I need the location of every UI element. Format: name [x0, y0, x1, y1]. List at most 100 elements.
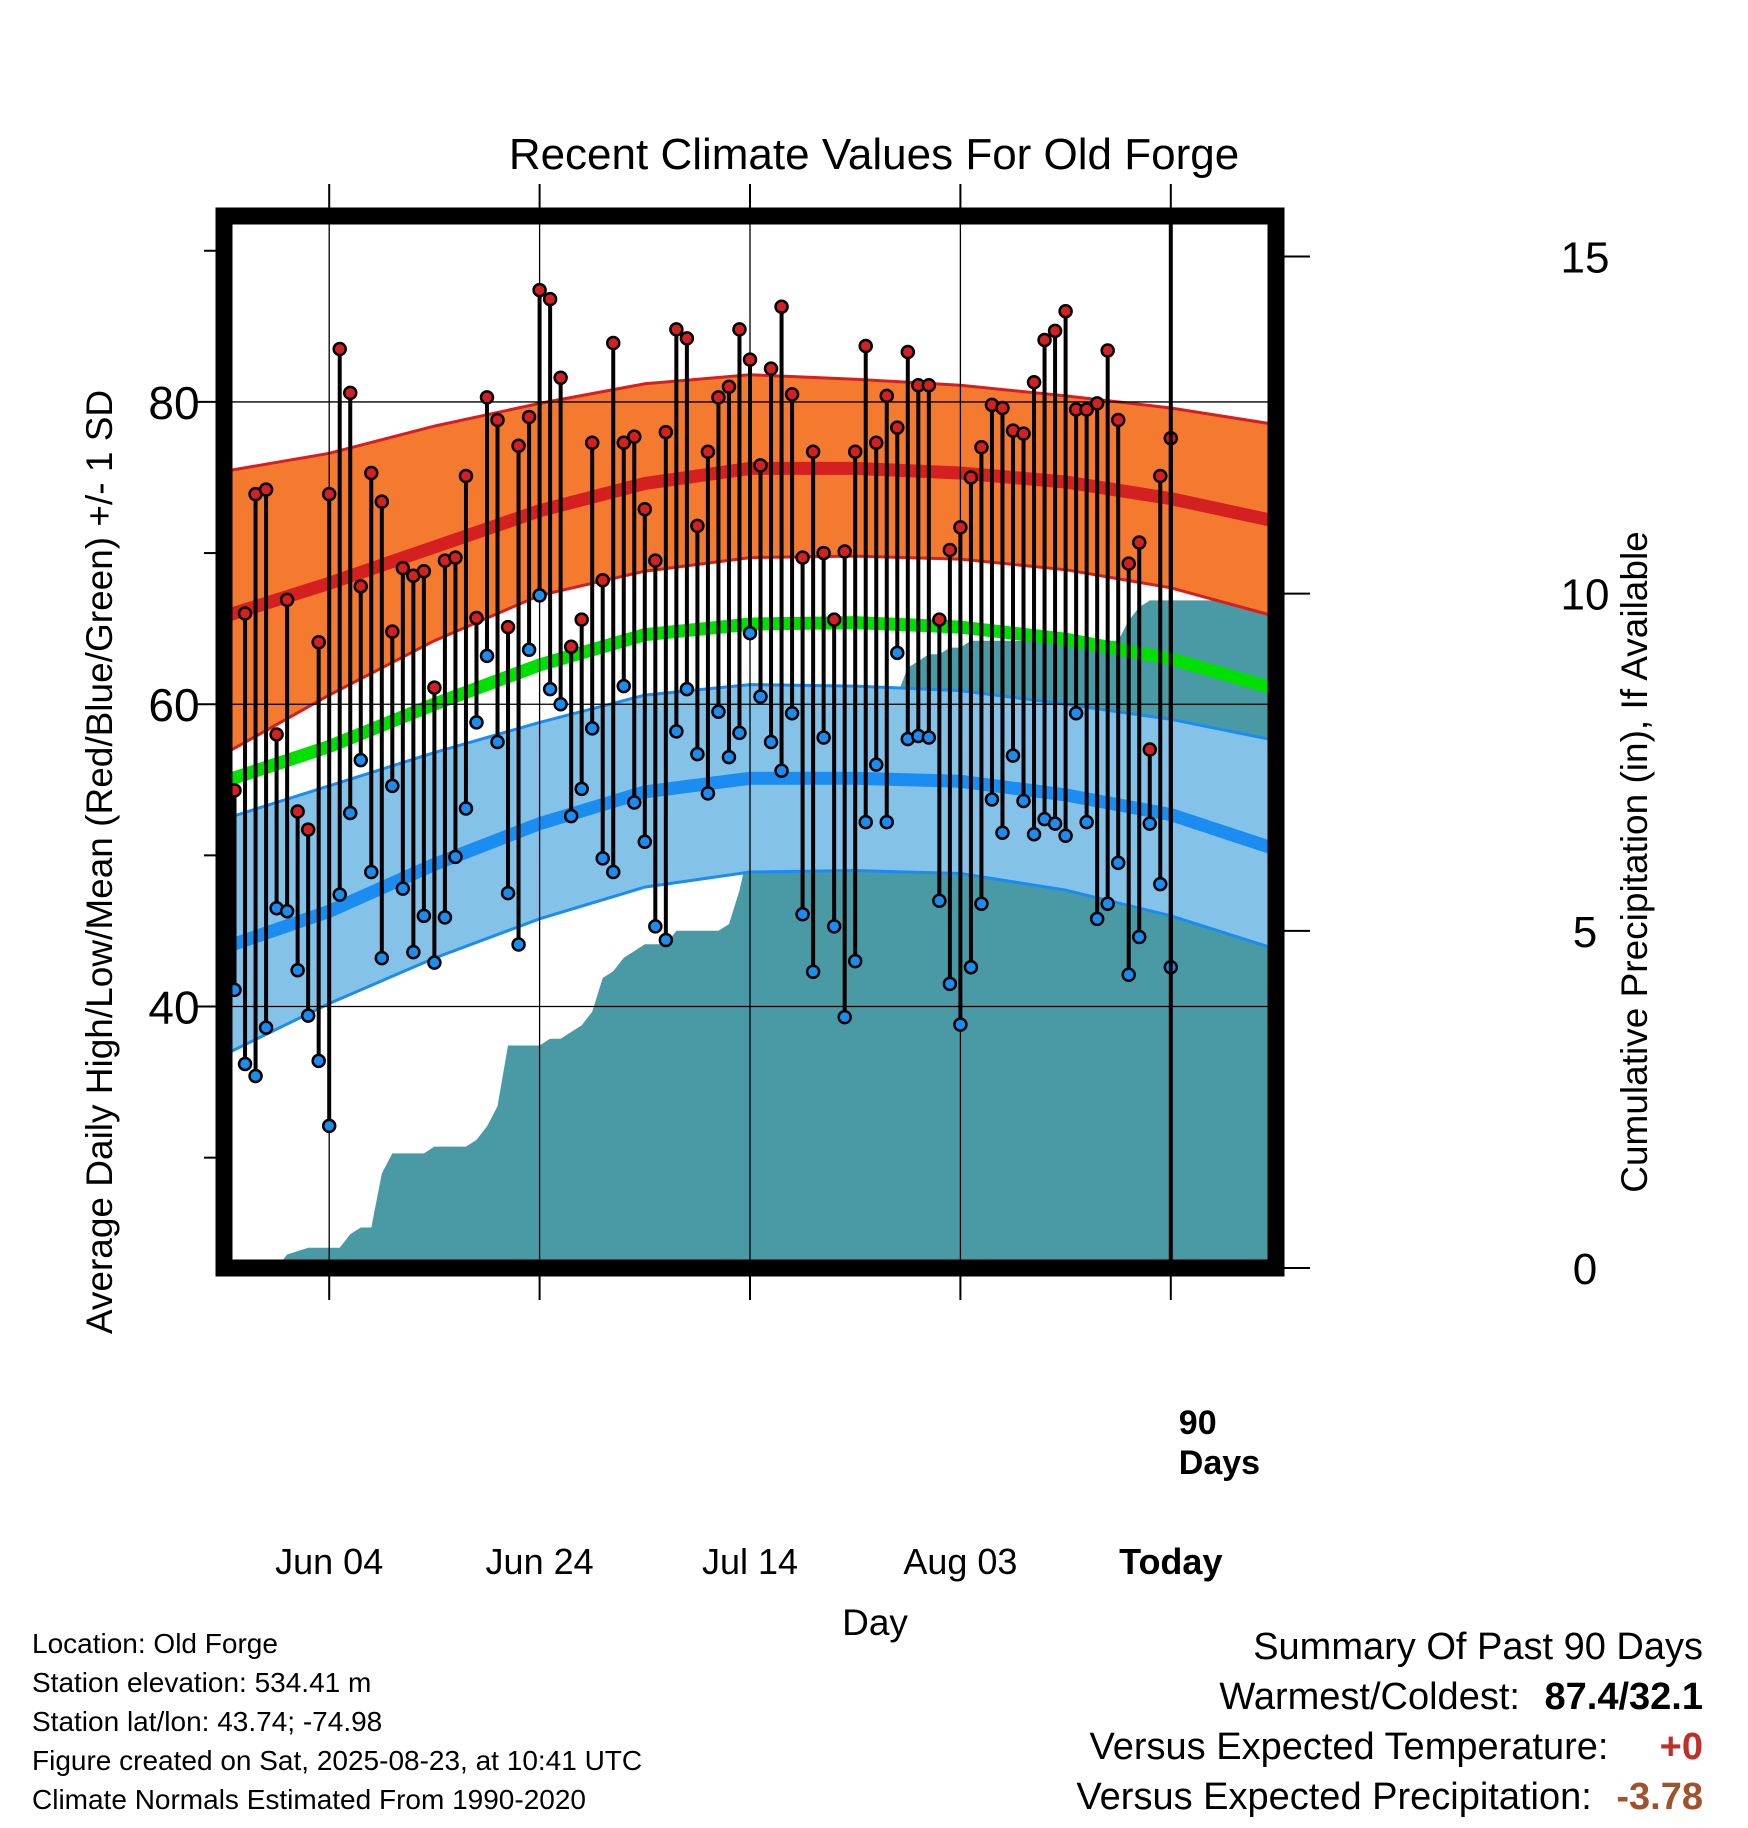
daily-high-point [669, 322, 684, 337]
daily-low-point [374, 950, 390, 966]
daily-low-point [258, 1020, 274, 1035]
plot-frame [215, 207, 1285, 1277]
daily-high-point [942, 542, 958, 558]
daily-low-point [795, 907, 810, 922]
daily-high-point [1142, 742, 1158, 757]
daily-high-point [1058, 303, 1073, 319]
daily-high-point [795, 550, 810, 565]
daily-low-point [395, 881, 411, 896]
daily-high-point [1100, 343, 1115, 358]
daily-high-point [679, 331, 695, 346]
daily-high-point [532, 282, 547, 298]
daily-high-point [490, 412, 505, 428]
location-text: Location: Old Forge [32, 1628, 278, 1659]
daily-high-point [574, 612, 589, 627]
y-right-tick-label: 0 [1573, 1245, 1597, 1294]
y-left-tick-label: 80 [148, 377, 199, 429]
daily-low-point [458, 801, 474, 816]
daily-low-point [1121, 967, 1136, 983]
daily-low-point [416, 908, 432, 924]
daily-high-point [1047, 323, 1063, 339]
daily-low-point [690, 746, 705, 762]
daily-low-point [427, 955, 442, 970]
daily-high-point [742, 352, 758, 367]
daily-low-point [921, 730, 937, 745]
daily-high-point [563, 639, 579, 655]
daily-high-point [479, 390, 495, 405]
daily-low-point [1068, 706, 1084, 721]
daily-high-point [826, 612, 842, 627]
daily-high-point [458, 468, 474, 484]
daily-high-point [953, 520, 968, 535]
daily-low-point [542, 681, 558, 697]
y-right-tick-label: 10 [1561, 571, 1610, 620]
daily-high-point [879, 388, 895, 404]
daily-low-point [816, 730, 831, 745]
daily-low-point [311, 1053, 326, 1069]
x-tick-label: Jul 14 [702, 1541, 798, 1582]
daily-low-point [721, 749, 737, 765]
daily-low-point [648, 919, 663, 934]
daily-low-point [595, 851, 610, 866]
daily-low-point [332, 887, 347, 902]
daily-high-point [1153, 468, 1168, 484]
daily-low-point [963, 959, 979, 975]
daily-high-point [932, 612, 947, 627]
daily-high-point [763, 361, 779, 376]
daily-low-point [847, 953, 863, 969]
daily-low-point [669, 724, 684, 739]
daily-high-point [816, 545, 831, 561]
y-left-tick-label: 60 [148, 679, 199, 731]
daily-high-point [374, 494, 390, 509]
daily-low-point [974, 896, 989, 911]
daily-low-point [1089, 911, 1105, 927]
daily-low-point [826, 919, 842, 934]
summary-panel: Summary Of Past 90 Days Warmest/Coldest:… [1076, 1622, 1703, 1822]
summary-temp: Versus Expected Temperature: +0 [1076, 1722, 1703, 1772]
warm-cold-label: Warmest/Coldest: [1219, 1676, 1520, 1718]
elevation-text: Station elevation: 534.41 m [32, 1667, 372, 1698]
daily-high-point [616, 435, 632, 450]
daily-low-point [321, 1118, 337, 1134]
daily-low-point [237, 1056, 253, 1072]
daily-low-point [700, 786, 716, 801]
daily-high-point [637, 501, 653, 517]
created-text: Figure created on Sat, 2025-08-23, at 10… [32, 1745, 643, 1776]
daily-low-point [553, 696, 568, 712]
daily-low-point [448, 849, 463, 865]
temp-label: Versus Expected Temperature: [1089, 1726, 1609, 1768]
daily-low-point [637, 834, 653, 850]
daily-high-point [858, 338, 873, 354]
daily-high-point [258, 482, 274, 497]
daily-low-point [469, 715, 484, 730]
daily-low-point [300, 1008, 316, 1023]
daily-low-point [521, 642, 537, 658]
daily-low-point [1058, 828, 1073, 843]
daily-low-point [574, 781, 589, 797]
daily-low-point [500, 885, 516, 901]
daily-high-point [237, 606, 253, 621]
y-left-tick-label: 40 [148, 982, 199, 1034]
daily-high-point [321, 486, 337, 502]
daily-low-point [984, 792, 1000, 807]
daily-high-point [1110, 412, 1126, 428]
daily-high-point [290, 804, 305, 819]
daily-low-point [679, 681, 695, 697]
daily-low-point [511, 937, 526, 952]
x-tick-label: Today [1119, 1541, 1222, 1582]
daily-high-point [1037, 332, 1052, 348]
daily-low-point [1079, 814, 1094, 830]
daily-low-point [890, 645, 905, 661]
daily-low-point [953, 1017, 968, 1032]
daily-high-point [658, 424, 674, 440]
daily-low-point [385, 778, 400, 794]
normals-text: Climate Normals Estimated From 1990-2020 [32, 1784, 586, 1815]
x-axis-label: Day [842, 1602, 908, 1643]
y-axis-right-label: Cumulative Precipitation (in), If Availa… [1614, 531, 1655, 1193]
daily-high-point [595, 573, 610, 588]
daily-high-point [974, 440, 989, 455]
daily-low-point [1026, 826, 1042, 842]
latlon-text: Station lat/lon: 43.74; -74.98 [32, 1706, 383, 1737]
daily-low-point [711, 704, 726, 720]
